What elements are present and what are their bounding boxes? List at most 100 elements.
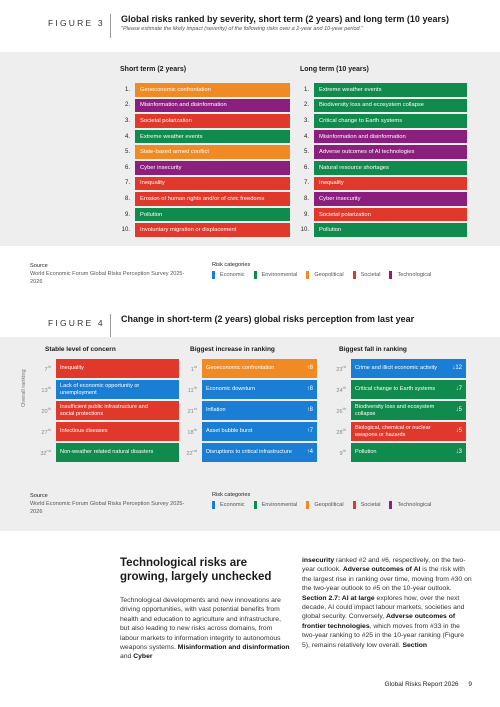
ranking-row: 32nd Non-weather related natural disaster… <box>34 443 179 462</box>
ranking-row: 20th Insufficient public infrastructure a… <box>34 401 179 420</box>
legend-item: Environmental <box>253 271 297 279</box>
rank-row: 1. Extreme weather events <box>296 82 467 98</box>
legend-title: Risk categories <box>212 262 251 268</box>
risk-bar: Cyber insecurity <box>314 192 467 206</box>
rank-number: 4. <box>303 133 309 140</box>
rank-value: 22 <box>186 450 193 457</box>
risk-bar: Geoeconomic confrontation <box>135 83 290 97</box>
body-text: Technological developments and new innov… <box>120 597 281 652</box>
rank-row: 4. Misinformation and disinformation <box>296 129 467 145</box>
rank-row: 7. Inequality <box>117 176 290 192</box>
overall-rank: 9th <box>329 448 351 457</box>
rank-row: 3. Societal polarization <box>117 113 290 129</box>
risk-bar: Pollution <box>314 223 467 237</box>
rank-number: 1. <box>124 86 130 93</box>
rank-value: 27 <box>41 429 48 436</box>
footer-report-title: Global Risks Report 2026 <box>384 681 459 688</box>
rank-row: 2. Misinformation and disinformation <box>117 98 290 114</box>
article-left-paragraph: Technological developments and new innov… <box>120 596 290 662</box>
figure3-legend: Risk categories Economic Environmental Geo… <box>212 262 440 279</box>
rank-number: 9. <box>303 211 309 218</box>
rank-row: 5. Adverse outcomes of AI technologies <box>296 144 467 160</box>
article-right-paragraph: insecurity ranked #2 and #6, respectivel… <box>302 556 472 650</box>
rank-value: 28 <box>336 429 343 436</box>
rank-row: 9. Pollution <box>117 207 290 223</box>
overall-ranking-axis-label: Overall ranking <box>21 369 27 407</box>
risk-bar: Natural resource shortages <box>314 161 467 175</box>
risk-bar: Critical change to Earth systems <box>314 114 467 128</box>
risk-bar: Inflation ↑8 <box>202 401 317 420</box>
figure4-source-text: World Economic Forum Global Risks Percep… <box>30 501 185 515</box>
rank-value: 18 <box>187 429 194 436</box>
body-text: , which moves from #33 in the two-year r… <box>302 622 465 649</box>
risk-label: Infectious diseases <box>60 428 108 434</box>
rank-row: 8. Erosion of human rights and/or of civi… <box>117 191 290 207</box>
rank-suffix: rd <box>342 364 346 370</box>
legend-label: Technological <box>397 502 432 508</box>
increase-list: 1st Geoeconomic confrontation ↑8 11th Econom… <box>180 359 317 464</box>
rank-change: ↑7 <box>306 428 313 434</box>
rank-value: 26 <box>336 408 343 415</box>
rank-row: 5. State-based armed conflict <box>117 144 290 160</box>
overall-rank: 23rd <box>329 364 351 373</box>
legend-title: Risk categories <box>212 492 251 498</box>
risk-bar: Crime and illicit economic activity ↓12 <box>351 359 466 378</box>
rank-row: 6. Natural resource shortages <box>296 160 467 176</box>
rank-suffix: th <box>342 385 346 391</box>
risk-label: Biodiversity loss and ecosystem collapse <box>355 403 435 417</box>
bold-text: Cyber <box>133 653 153 661</box>
risk-label: Inequality <box>60 365 84 371</box>
risk-bar: Lack of economic opportunity or unemploy… <box>56 380 179 399</box>
rank-change: ↓3 <box>455 449 462 455</box>
legend-swatch <box>306 501 310 509</box>
rank-number: 10. <box>121 227 130 234</box>
article-title: Technological risks are growing, largely… <box>120 557 272 583</box>
figure4-source: Source World Economic Forum Global Risks… <box>30 492 190 516</box>
figure4-title: Change in short-term (2 years) global ri… <box>121 314 415 324</box>
overall-rank: 13th <box>34 385 56 394</box>
rank-suffix: st <box>193 364 197 370</box>
legend-swatch <box>352 501 356 509</box>
figure3-source: Source World Economic Forum Global Risks… <box>30 262 190 286</box>
figure3-heading: Global risks ranked by severity, short t… <box>111 0 449 52</box>
rank-row: 10. Involuntary migration or displacement <box>117 222 290 238</box>
legend-swatch <box>389 271 393 279</box>
overall-rank: 1st <box>180 364 202 373</box>
rank-number: 7. <box>124 180 130 187</box>
rank-row: 7. Inequality <box>296 176 467 192</box>
stable-list: 7th Inequality 13th Lack of economic opport… <box>34 359 179 464</box>
overall-rank: 18th <box>180 427 202 436</box>
risk-bar: Extreme weather events <box>135 129 290 144</box>
rank-suffix: th <box>47 406 51 412</box>
legend-items: Economic Environmental Geopolitical Societa… <box>212 271 440 279</box>
rank-row: 2. Biodiversity loss and ecosystem collap… <box>296 98 467 114</box>
overall-rank: 21st <box>180 406 202 415</box>
rank-number: 3. <box>303 117 309 124</box>
risk-bar: Biological, chemical or nuclear weapons … <box>351 422 466 441</box>
overall-rank: 24th <box>329 385 351 394</box>
bold-text: insecurity <box>302 557 335 564</box>
risk-bar: Involuntary migration or displacement <box>135 223 290 237</box>
legend-item: Geopolitical <box>306 501 344 509</box>
figure3-header: FIGURE 3 Global risks ranked by severity… <box>0 0 500 52</box>
ranking-row: 24th Critical change to Earth systems ↓7 <box>329 380 466 399</box>
rank-number: 7. <box>303 180 309 187</box>
legend-label: Economic <box>220 272 245 278</box>
rank-row: 9. Societal polarization <box>296 207 467 223</box>
ranking-row: 22nd Disruptions to critical infrastructu… <box>180 443 317 462</box>
rank-value: 13 <box>41 387 48 394</box>
rank-change: ↑8 <box>306 365 313 371</box>
figure4-divider <box>110 314 111 338</box>
short-term-list: 1. Geoeconomic confrontation 2. Misinformat… <box>117 82 290 238</box>
risk-label: Inflation <box>206 407 226 413</box>
risk-label: Critical change to Earth systems <box>355 386 436 392</box>
body-text: explores how, over the next decade, AI c… <box>302 594 465 621</box>
stable-title: Stable level of concern <box>45 346 116 353</box>
rank-change: ↑8 <box>306 407 313 413</box>
legend-swatch <box>389 501 393 509</box>
legend-item: Economic <box>212 271 245 279</box>
legend-swatch <box>306 271 310 279</box>
rank-value: 9 <box>339 450 343 457</box>
short-term-title: Short term (2 years) <box>120 66 187 73</box>
risk-label: Disruptions to critical infrastructure <box>206 449 292 455</box>
